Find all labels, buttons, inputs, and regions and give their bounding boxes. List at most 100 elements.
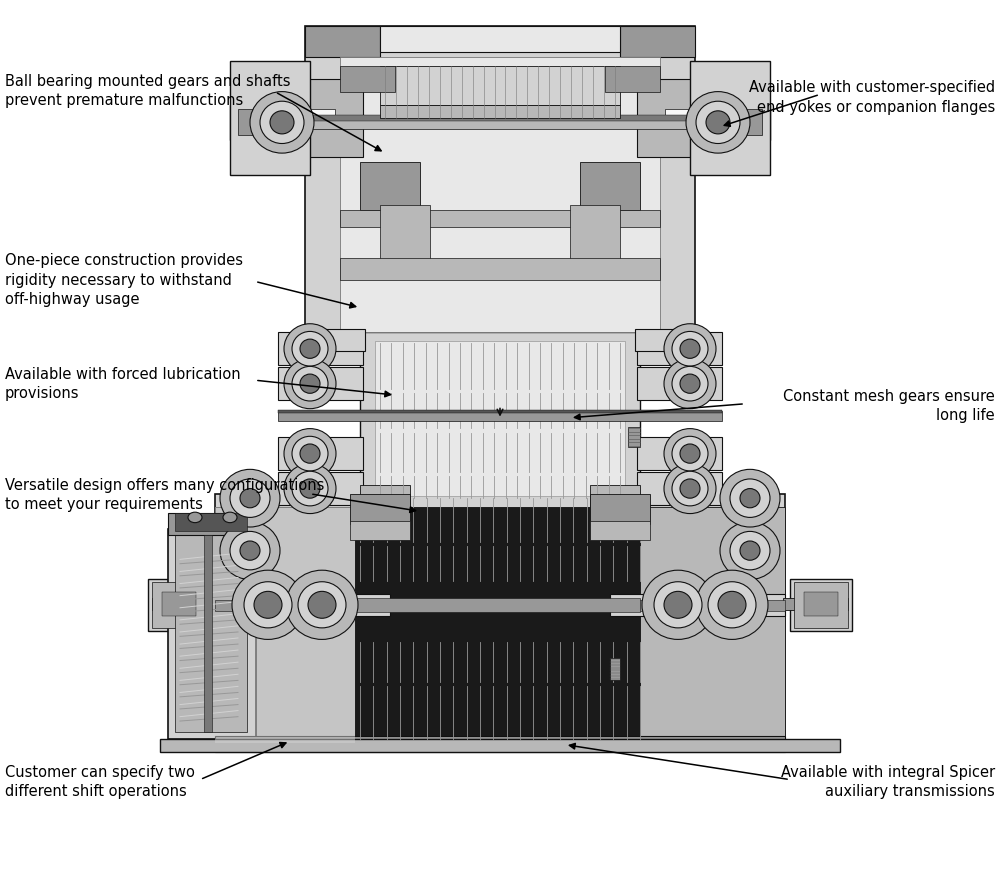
Ellipse shape: [284, 428, 336, 479]
Ellipse shape: [696, 101, 740, 143]
Ellipse shape: [284, 463, 336, 514]
Ellipse shape: [706, 111, 730, 134]
Bar: [152, 598, 217, 610]
Bar: [238, 109, 300, 135]
Bar: [700, 109, 762, 135]
Bar: [230, 61, 310, 175]
Ellipse shape: [708, 582, 756, 628]
Bar: [215, 600, 390, 611]
Bar: [175, 513, 247, 531]
Bar: [350, 521, 410, 540]
Bar: [340, 66, 395, 92]
Ellipse shape: [230, 479, 270, 517]
Bar: [340, 210, 660, 227]
Bar: [590, 494, 650, 524]
Ellipse shape: [300, 479, 320, 498]
Ellipse shape: [300, 339, 320, 358]
Bar: [637, 472, 722, 505]
Bar: [380, 105, 620, 118]
Text: Available with integral Spicer
auxiliary transmissions: Available with integral Spicer auxiliary…: [781, 765, 995, 799]
Bar: [305, 26, 695, 350]
Bar: [590, 485, 640, 511]
Bar: [610, 658, 620, 680]
Text: Available with forced lubrication
provisions: Available with forced lubrication provis…: [5, 367, 241, 401]
Bar: [168, 529, 256, 739]
Ellipse shape: [220, 522, 280, 579]
Bar: [605, 66, 660, 92]
Ellipse shape: [230, 531, 270, 570]
Ellipse shape: [730, 479, 770, 517]
Bar: [610, 594, 785, 616]
Bar: [610, 600, 785, 611]
Bar: [350, 494, 410, 524]
Ellipse shape: [740, 489, 760, 508]
Bar: [640, 507, 785, 743]
Bar: [590, 521, 650, 540]
Ellipse shape: [664, 428, 716, 479]
Text: Customer can specify two
different shift operations: Customer can specify two different shift…: [5, 765, 195, 799]
Ellipse shape: [740, 541, 760, 560]
Bar: [278, 437, 363, 470]
Text: Constant mesh gears ensure
long life: Constant mesh gears ensure long life: [783, 389, 995, 423]
Ellipse shape: [680, 444, 700, 463]
Ellipse shape: [284, 323, 336, 374]
Bar: [340, 258, 660, 280]
Ellipse shape: [300, 374, 320, 393]
Bar: [278, 367, 363, 400]
Ellipse shape: [664, 358, 716, 409]
Bar: [305, 115, 695, 129]
Ellipse shape: [672, 331, 708, 366]
Ellipse shape: [686, 92, 750, 153]
Bar: [152, 582, 206, 628]
Ellipse shape: [642, 570, 714, 640]
Bar: [168, 513, 256, 535]
Bar: [278, 411, 722, 421]
Ellipse shape: [680, 339, 700, 358]
Text: Available with customer-specified
end yokes or companion flanges: Available with customer-specified end yo…: [749, 80, 995, 114]
Bar: [783, 598, 848, 610]
Ellipse shape: [292, 471, 328, 506]
Bar: [380, 26, 620, 52]
Bar: [637, 437, 722, 470]
Bar: [305, 115, 695, 121]
Bar: [380, 66, 620, 105]
Ellipse shape: [284, 358, 336, 409]
Bar: [355, 598, 640, 612]
Bar: [278, 332, 363, 365]
Ellipse shape: [188, 512, 202, 523]
Bar: [215, 736, 785, 752]
Ellipse shape: [308, 592, 336, 618]
Bar: [692, 105, 770, 140]
Bar: [162, 592, 196, 616]
Bar: [375, 341, 625, 496]
Bar: [794, 582, 848, 628]
Bar: [620, 26, 695, 57]
Bar: [175, 535, 247, 732]
Bar: [570, 205, 620, 262]
Ellipse shape: [720, 522, 780, 579]
Bar: [355, 507, 640, 743]
Bar: [580, 162, 640, 210]
Ellipse shape: [730, 531, 770, 570]
Ellipse shape: [672, 366, 708, 401]
Ellipse shape: [220, 469, 280, 527]
Ellipse shape: [240, 489, 260, 508]
Text: Ball bearing mounted gears and shafts
prevent premature malfunctions: Ball bearing mounted gears and shafts pr…: [5, 74, 290, 108]
Bar: [380, 205, 430, 262]
Ellipse shape: [680, 479, 700, 498]
Bar: [360, 162, 420, 210]
Bar: [305, 79, 363, 157]
Bar: [215, 594, 390, 616]
Bar: [230, 105, 308, 140]
Ellipse shape: [244, 582, 292, 628]
Ellipse shape: [286, 570, 358, 640]
Bar: [690, 61, 770, 175]
Ellipse shape: [254, 592, 282, 618]
Bar: [340, 57, 660, 332]
Ellipse shape: [260, 101, 304, 143]
Ellipse shape: [232, 570, 304, 640]
Ellipse shape: [664, 592, 692, 618]
Bar: [637, 79, 695, 157]
Bar: [278, 410, 722, 413]
Bar: [305, 109, 335, 127]
